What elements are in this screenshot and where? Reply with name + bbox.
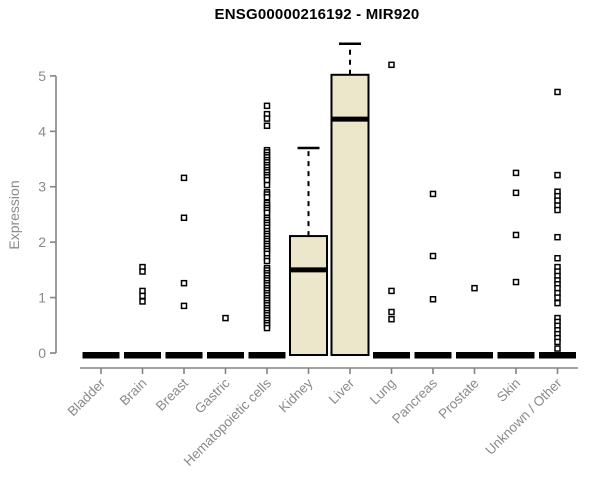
data-point <box>139 268 146 275</box>
data-point <box>388 308 395 316</box>
data-point <box>512 189 520 197</box>
data-point <box>429 295 437 303</box>
x-tick-label-brain: Brain <box>117 376 150 409</box>
zero-box-brain <box>124 352 161 359</box>
box-kidney <box>289 235 328 356</box>
data-point <box>263 102 271 110</box>
data-point <box>512 169 520 177</box>
y-tick-label-3: 3 <box>38 179 46 195</box>
data-point <box>429 252 437 260</box>
x-tick-label-gastric: Gastric <box>192 375 233 416</box>
data-point <box>263 122 271 130</box>
data-point <box>471 284 478 292</box>
data-point <box>263 181 271 189</box>
zero-box-unknown-other <box>539 352 576 359</box>
data-point <box>554 338 561 346</box>
x-tick-label-breast: Breast <box>153 375 191 413</box>
data-point <box>554 171 561 179</box>
x-tick-label-unknown-other: Unknown / Other <box>482 375 565 458</box>
data-point <box>263 257 271 265</box>
data-point <box>429 190 437 198</box>
median-line-kidney <box>291 267 326 273</box>
data-point <box>554 88 561 96</box>
data-point <box>222 314 229 322</box>
data-point <box>554 299 561 307</box>
data-point <box>388 315 395 323</box>
data-point <box>512 231 520 239</box>
data-point <box>180 279 188 287</box>
data-point <box>554 233 561 241</box>
y-tick-label-4: 4 <box>38 123 46 139</box>
zero-box-breast <box>165 352 203 359</box>
x-tick-label-prostate: Prostate <box>435 376 481 422</box>
data-point <box>512 278 520 286</box>
data-point <box>139 298 146 305</box>
data-point <box>263 115 271 122</box>
data-point <box>554 345 561 352</box>
median-line-liver <box>332 116 368 122</box>
x-tick-label-lung: Lung <box>367 376 399 408</box>
data-point <box>263 194 271 201</box>
data-point <box>263 324 271 332</box>
y-tick-label-5: 5 <box>38 68 46 84</box>
zero-box-lung <box>373 352 410 359</box>
y-tick-label-2: 2 <box>38 234 46 250</box>
y-axis-label: Expression <box>6 180 22 250</box>
data-point <box>388 61 395 69</box>
y-tick-label-0: 0 <box>38 345 46 361</box>
data-point <box>180 174 188 182</box>
data-point <box>388 287 395 295</box>
zero-box-gastric <box>207 352 244 359</box>
y-tick-label-1: 1 <box>38 290 46 306</box>
zero-box-prostate <box>456 352 493 359</box>
zero-box-hematopoietic-cells <box>248 352 286 359</box>
data-point <box>180 214 188 222</box>
data-point <box>139 292 146 300</box>
zero-box-skin <box>497 352 535 359</box>
data-point <box>554 254 561 262</box>
chart-title: ENSG00000216192 - MIR920 <box>214 6 420 23</box>
data-point <box>554 206 561 214</box>
data-point <box>554 294 561 301</box>
x-tick-label-liver: Liver <box>326 375 358 407</box>
zero-box-pancreas <box>414 352 452 359</box>
x-tick-label-bladder: Bladder <box>65 375 109 419</box>
zero-box-bladder <box>82 352 120 359</box>
x-tick-label-kidney: Kidney <box>276 375 316 415</box>
x-tick-label-skin: Skin <box>494 376 523 405</box>
data-point <box>180 302 188 310</box>
x-tick-label-pancreas: Pancreas <box>389 375 440 426</box>
